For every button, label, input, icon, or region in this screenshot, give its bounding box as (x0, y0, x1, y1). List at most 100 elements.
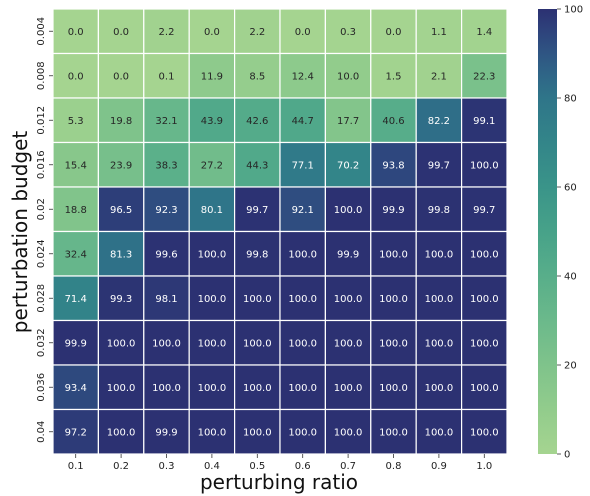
heatmap-cell (279, 52, 327, 99)
heatmap-cell-label: 100.0 (288, 383, 317, 394)
heatmap-cell-label: 99.9 (65, 338, 87, 349)
heatmap-cell-label: 0.0 (295, 27, 311, 38)
heatmap-cell-label: 100.0 (470, 338, 499, 349)
heatmap-cell-label: 32.1 (155, 116, 177, 127)
y-tick-label: 0.04 (36, 421, 47, 443)
heatmap-cell (97, 97, 145, 144)
heatmap-cell (188, 364, 236, 411)
heatmap-cell-label: 100.0 (198, 338, 227, 349)
colorbar-tick-label: 60 (564, 183, 577, 194)
heatmap-cell-label: 99.9 (382, 205, 404, 216)
heatmap-cell (234, 408, 281, 455)
heatmap-cell-label: 100.0 (379, 338, 408, 349)
heatmap-cell (370, 408, 417, 455)
heatmap-cell-label: 99.3 (110, 294, 132, 305)
heatmap-cell-label: 100.0 (379, 383, 408, 394)
heatmap-cell-label: 0.0 (204, 27, 220, 38)
x-tick-label: 0.1 (68, 461, 84, 472)
heatmap-cell (279, 319, 327, 366)
heatmap-cell (143, 364, 190, 411)
heatmap-cell-label: 80.1 (201, 205, 223, 216)
heatmap-cell-label: 11.9 (201, 71, 223, 82)
heatmap-cell (461, 186, 508, 233)
heatmap-cell (324, 319, 372, 366)
heatmap-cell-label: 71.4 (65, 294, 87, 305)
x-tick-label: 0.8 (386, 461, 402, 472)
heatmap-cell-label: 97.2 (65, 427, 87, 438)
heatmap-cell-label: 93.8 (382, 160, 404, 171)
y-axis-label: perturbation budget (8, 131, 32, 334)
heatmap-cell-label: 100.0 (288, 294, 317, 305)
heatmap-cell-label: 100.0 (198, 383, 227, 394)
heatmap-cell-label: 100.0 (470, 249, 499, 260)
heatmap-cell (52, 141, 100, 188)
heatmap-cell (188, 319, 236, 366)
heatmap-cell-label: 100.0 (425, 427, 454, 438)
x-axis-label: perturbing ratio (200, 470, 358, 494)
heatmap-cell-label: 8.5 (249, 71, 265, 82)
y-tick-label: 0.036 (36, 373, 47, 402)
heatmap-cell (461, 52, 508, 99)
heatmap-cell-label: 100.0 (425, 338, 454, 349)
heatmap-cell-label: 17.7 (337, 116, 359, 127)
heatmap-cell-label: 27.2 (201, 160, 223, 171)
heatmap-cell-label: 93.4 (65, 383, 87, 394)
y-tick-label: 0.02 (36, 198, 47, 220)
heatmap-cell (52, 97, 100, 144)
y-tick-label: 0.032 (36, 328, 47, 357)
heatmap-cell (97, 186, 145, 233)
heatmap-cell-label: 100.0 (425, 294, 454, 305)
colorbar (538, 9, 557, 454)
colorbar-tick-label: 100 (564, 5, 583, 16)
x-tick-label: 0.7 (340, 461, 356, 472)
heatmap-cell (415, 52, 463, 99)
heatmap-cell (415, 230, 463, 277)
heatmap-cell-label: 0.0 (113, 71, 129, 82)
heatmap-cell (415, 364, 463, 411)
heatmap-cell-label: 96.5 (110, 205, 132, 216)
colorbar-tick-label: 0 (564, 450, 570, 461)
heatmap-cell (234, 230, 281, 277)
heatmap-cell-label: 100.0 (334, 338, 363, 349)
heatmap-cell-label: 0.0 (113, 27, 129, 38)
heatmap-cell (52, 275, 100, 322)
heatmap-cell-label: 23.9 (110, 160, 132, 171)
heatmap-cell-label: 100.0 (470, 294, 499, 305)
heatmap-cell (415, 186, 463, 233)
heatmap-cell-label: 77.1 (292, 160, 314, 171)
heatmap-cell-label: 18.8 (65, 205, 87, 216)
heatmap-cell (279, 275, 327, 322)
heatmap-cell (188, 230, 236, 277)
heatmap-cell (234, 364, 281, 411)
heatmap-cell-label: 100.0 (379, 427, 408, 438)
heatmap-cell-label: 10.0 (337, 71, 359, 82)
heatmap-cell (324, 408, 372, 455)
heatmap-cell (188, 275, 236, 322)
heatmap-cell-label: 1.1 (431, 27, 447, 38)
x-tick-label: 0.6 (295, 461, 311, 472)
heatmap-cell-label: 100.0 (152, 383, 181, 394)
heatmap-cell-label: 100.0 (152, 338, 181, 349)
heatmap-cell-label: 100.0 (425, 383, 454, 394)
heatmap-cell (324, 186, 372, 233)
heatmap-cell-label: 100.0 (379, 249, 408, 260)
y-tick-label: 0.028 (36, 284, 47, 313)
heatmap-cell (461, 319, 508, 366)
heatmap-cell (279, 408, 327, 455)
colorbar-ticks: 0 20 40 60 80 100 (557, 5, 583, 461)
heatmap-cell (461, 364, 508, 411)
heatmap-cell (370, 8, 417, 55)
heatmap-cell (415, 97, 463, 144)
heatmap-cell (143, 230, 190, 277)
heatmap-cell (370, 275, 417, 322)
heatmap-cell (234, 186, 281, 233)
heatmap-cell-label: 99.7 (246, 205, 268, 216)
x-tick-label: 0.9 (431, 461, 447, 472)
heatmap-cell-label: 15.4 (65, 160, 87, 171)
heatmap-cell (415, 319, 463, 366)
y-tick-label: 0.008 (36, 61, 47, 90)
heatmap-cell-label: 99.1 (473, 116, 495, 127)
heatmap-cell-label: 2.2 (249, 27, 265, 38)
colorbar-tick-label: 40 (564, 272, 577, 283)
colorbar-tick-label: 80 (564, 94, 577, 105)
